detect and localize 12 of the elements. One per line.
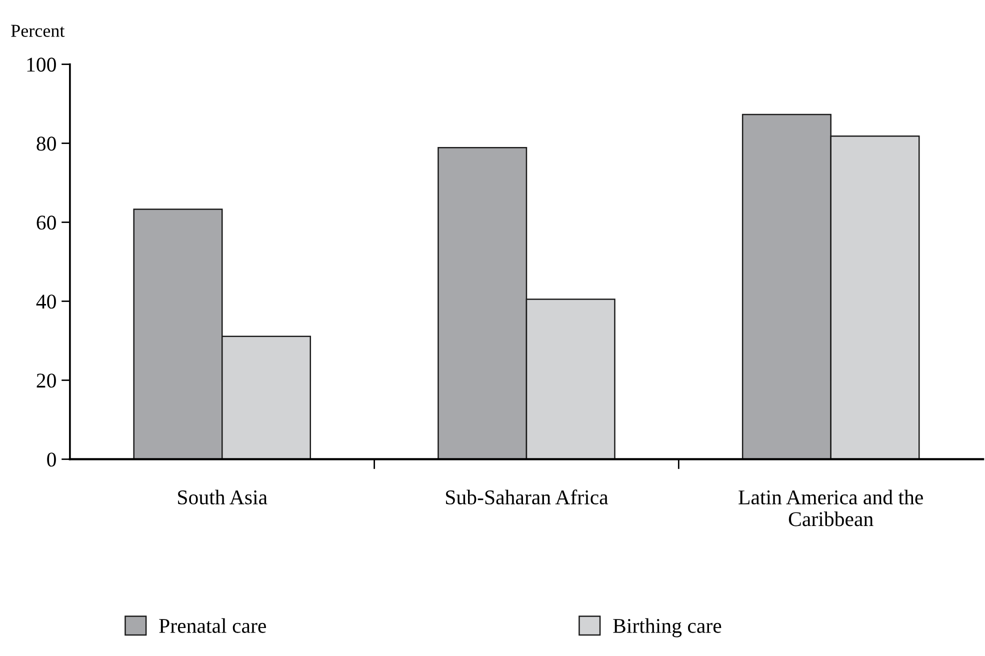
y-tick-label: 40: [36, 294, 56, 309]
x-tick-label: Sub-Saharan Africa: [446, 490, 608, 504]
y-tick-label: 100: [27, 58, 56, 72]
y-tick-label: 80: [36, 136, 56, 151]
y-tick-label: 20: [36, 374, 56, 388]
y-tick-label: 0: [47, 452, 56, 467]
x-tick-label: Latin America and the Caribbean: [738, 490, 923, 526]
y-axis-title: Percent: [11, 24, 65, 37]
legend-label: Prenatal care: [159, 618, 266, 633]
x-tick-label: South Asia: [178, 490, 268, 504]
legend-label: Birthing care: [613, 618, 722, 638]
y-tick-label: 60: [36, 216, 56, 230]
